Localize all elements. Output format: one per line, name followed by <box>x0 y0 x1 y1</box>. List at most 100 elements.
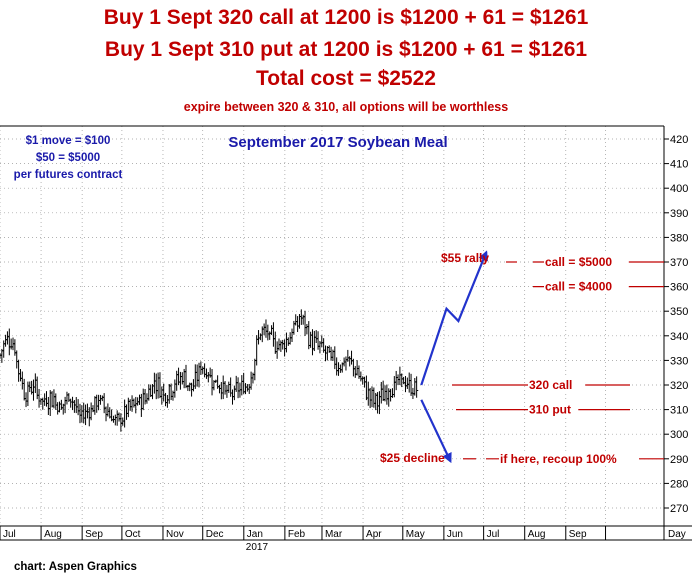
price-bar <box>335 357 339 376</box>
price-bar <box>290 328 294 342</box>
price-bar <box>221 375 225 400</box>
price-bar <box>7 328 11 356</box>
price-bar <box>392 376 396 398</box>
price-bar <box>95 394 99 413</box>
level-label-320: 320 call <box>529 378 572 392</box>
level-label-bg-370 <box>544 254 629 268</box>
price-bar <box>24 392 28 408</box>
y-tick-label-320: 320 <box>670 380 688 392</box>
price-bar <box>394 370 398 391</box>
price-bar <box>44 391 49 407</box>
price-bar <box>204 368 209 379</box>
price-bar <box>199 361 203 375</box>
y-tick-label-400: 400 <box>670 183 688 195</box>
y-tick-label-350: 350 <box>670 306 688 318</box>
price-bar <box>234 375 238 392</box>
price-bar <box>126 397 130 418</box>
price-bar <box>375 392 380 414</box>
price-bar <box>128 399 132 411</box>
y-tick-label-410: 410 <box>670 159 688 171</box>
price-bar <box>372 387 376 408</box>
y-tick-label-360: 360 <box>670 282 688 294</box>
price-bar <box>364 375 369 401</box>
price-bar <box>320 335 324 348</box>
price-bar <box>85 403 90 419</box>
price-bar <box>31 379 36 401</box>
price-bar <box>385 384 389 405</box>
price-bar <box>201 366 205 374</box>
x-tick-label-12: Jul <box>487 529 500 540</box>
price-bar <box>303 310 307 336</box>
price-bar <box>413 377 417 396</box>
price-bar <box>310 329 315 356</box>
x-tick-label-2: Sep <box>85 529 103 540</box>
price-bar <box>78 403 82 424</box>
price-bar <box>361 376 365 385</box>
price-bar <box>284 332 289 353</box>
price-bar <box>407 372 411 393</box>
x-tick-label-7: Feb <box>288 529 306 540</box>
price-bar <box>156 372 160 399</box>
price-bar <box>104 406 108 422</box>
price-bar <box>309 331 313 348</box>
price-bar <box>390 388 395 398</box>
price-bar <box>52 389 56 409</box>
x-tick-label-14: Sep <box>569 529 587 540</box>
price-bar <box>203 363 207 378</box>
price-bar <box>123 399 127 428</box>
price-bar <box>258 333 262 341</box>
decline-projection-arrow <box>420 399 452 464</box>
price-bar <box>383 385 387 402</box>
price-bar <box>195 364 199 387</box>
price-bar <box>351 358 355 377</box>
x-tick-label-8: Mar <box>325 529 343 540</box>
level-label-bg-310 <box>528 401 579 416</box>
price-bar <box>98 394 103 405</box>
y-tick-label-380: 380 <box>670 232 688 244</box>
price-bar <box>282 339 287 357</box>
x-tick-label-10: May <box>406 529 425 540</box>
price-bar <box>405 377 409 389</box>
price-bar <box>210 369 214 396</box>
price-bar <box>152 372 156 394</box>
price-bar <box>232 385 236 401</box>
price-bar <box>137 394 142 405</box>
price-bar <box>154 373 158 400</box>
level-label-bg-360 <box>544 278 629 293</box>
price-bar <box>348 356 352 367</box>
price-bar <box>266 324 270 341</box>
chart-credit: chart: Aspen Graphics <box>14 561 137 573</box>
info-line-2: $50 = $5000 <box>36 152 100 164</box>
price-bar <box>169 383 173 401</box>
price-bar <box>180 372 184 385</box>
price-bar <box>63 396 67 414</box>
price-bar <box>115 410 119 426</box>
price-bar <box>227 381 231 393</box>
price-bar <box>389 388 393 402</box>
price-bar <box>48 390 52 416</box>
year-label: 2017 <box>246 542 269 553</box>
price-bar <box>175 370 179 391</box>
price-bar <box>163 392 168 407</box>
price-bar <box>76 399 80 416</box>
x-tick-label-5: Dec <box>206 529 224 540</box>
price-bar <box>353 366 357 378</box>
y-tick-label-420: 420 <box>670 134 688 146</box>
header-expiry-note: expire between 320 & 310, all options wi… <box>183 100 509 114</box>
price-bar <box>5 331 10 345</box>
price-bar <box>100 395 104 402</box>
price-bar <box>398 366 402 386</box>
price-bar <box>286 337 290 346</box>
header-line-2: Buy 1 Sept 310 put at 1200 is $1200 + 61… <box>104 38 588 61</box>
price-bar <box>33 373 37 394</box>
price-bar <box>93 396 97 415</box>
price-bar <box>22 378 26 401</box>
price-bar <box>147 384 151 401</box>
price-bar <box>217 384 222 394</box>
header-total-cost: Total cost = $2522 <box>256 67 436 90</box>
price-bar <box>37 388 41 408</box>
price-bar <box>219 382 223 400</box>
price-bar <box>162 383 166 402</box>
price-bar <box>17 359 21 382</box>
price-bar <box>253 358 257 381</box>
